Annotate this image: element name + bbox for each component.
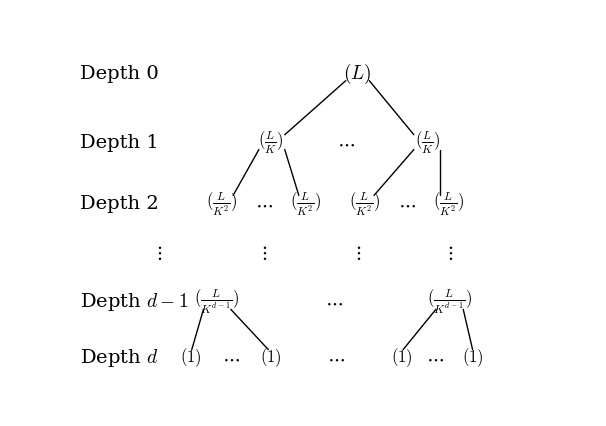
Text: Depth 0: Depth 0	[81, 65, 159, 83]
Text: $\cdots$: $\cdots$	[398, 194, 416, 213]
Text: $(\frac{L}{K^2})$: $(\frac{L}{K^2})$	[433, 190, 465, 218]
Text: $\vdots$: $\vdots$	[353, 243, 362, 262]
Text: Depth 2: Depth 2	[81, 195, 159, 213]
Text: $\vdots$: $\vdots$	[154, 243, 162, 262]
Text: Depth 1: Depth 1	[81, 134, 159, 152]
Text: $\cdots$: $\cdots$	[255, 194, 273, 213]
Text: $\cdots$: $\cdots$	[337, 133, 355, 153]
Text: Depth $d$: Depth $d$	[81, 347, 159, 369]
Text: Depth $d-1$: Depth $d-1$	[81, 291, 189, 313]
Text: $(\frac{L}{K})$: $(\frac{L}{K})$	[415, 130, 441, 156]
Text: $(1)$: $(1)$	[260, 346, 282, 369]
Text: $\cdots$: $\cdots$	[327, 348, 345, 367]
Text: $(1)$: $(1)$	[462, 346, 484, 369]
Text: $\vdots$: $\vdots$	[445, 243, 453, 262]
Text: $(\frac{L}{K^2})$: $(\frac{L}{K^2})$	[205, 190, 237, 218]
Text: $\vdots$: $\vdots$	[259, 243, 268, 262]
Text: $(\frac{L}{K^2})$: $(\frac{L}{K^2})$	[349, 190, 381, 218]
Text: $(\frac{L}{K^{d-1}})$: $(\frac{L}{K^{d-1}})$	[427, 288, 471, 316]
Text: $\cdots$: $\cdots$	[325, 293, 343, 311]
Text: $(\frac{L}{K})$: $(\frac{L}{K})$	[258, 130, 284, 156]
Text: $(\frac{L}{K^{d-1}})$: $(\frac{L}{K^{d-1}})$	[194, 288, 239, 316]
Text: $(L)$: $(L)$	[343, 62, 372, 86]
Text: $(\frac{L}{K^2})$: $(\frac{L}{K^2})$	[290, 190, 322, 218]
Text: $(1)$: $(1)$	[391, 346, 413, 369]
Text: $\cdots$: $\cdots$	[426, 348, 444, 367]
Text: $\cdots$: $\cdots$	[222, 348, 240, 367]
Text: $(1)$: $(1)$	[180, 346, 202, 369]
